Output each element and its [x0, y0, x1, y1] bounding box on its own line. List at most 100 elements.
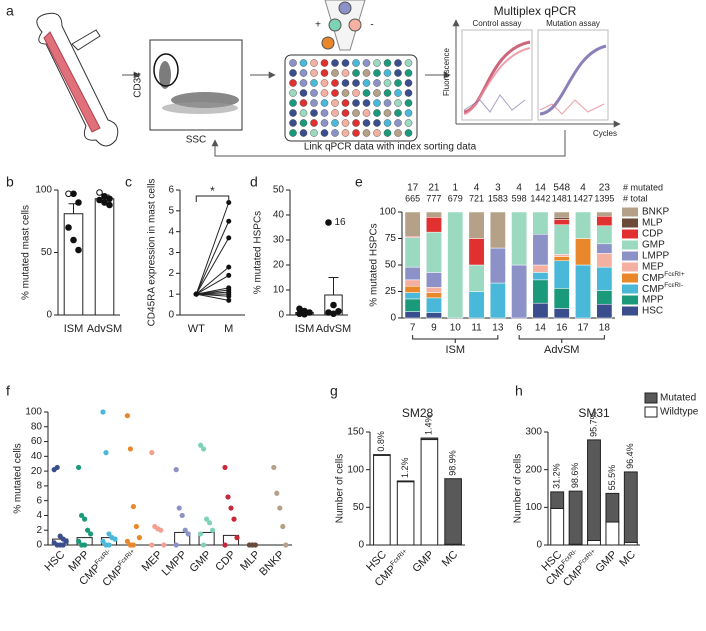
- panel-label: b: [6, 174, 14, 190]
- well: [289, 69, 297, 77]
- point: [76, 464, 82, 471]
- x-tick-label: HSC: [42, 549, 67, 574]
- well: [320, 99, 329, 107]
- segment: [596, 243, 613, 254]
- y-tick-label: 100: [35, 185, 52, 196]
- well: [373, 89, 381, 97]
- x-tick-label: WT: [188, 323, 205, 335]
- total-count: 1427: [573, 193, 593, 203]
- point: [158, 527, 164, 533]
- well: [394, 89, 402, 97]
- segment: [404, 298, 421, 312]
- segment: [623, 471, 638, 543]
- x-tick-label: CDP: [213, 549, 238, 574]
- pair-line: [195, 202, 230, 295]
- point: [106, 195, 113, 203]
- minus-label: -: [370, 20, 373, 31]
- well: [331, 129, 339, 137]
- y-tick-label: 6: [36, 495, 42, 506]
- legend-swatch: [622, 240, 638, 250]
- segment: [404, 285, 421, 293]
- noise: [539, 99, 605, 115]
- point: [96, 189, 103, 196]
- point: [130, 542, 136, 548]
- segment: [550, 491, 565, 509]
- well: [331, 59, 339, 67]
- segment: [532, 272, 549, 281]
- point: [231, 516, 237, 522]
- y-tick-label: 10: [273, 285, 285, 296]
- legend-swatch: [622, 229, 638, 239]
- point: [185, 531, 191, 537]
- segment: [426, 312, 442, 319]
- noise: [463, 94, 526, 113]
- well: [341, 79, 350, 87]
- point: [101, 199, 108, 206]
- well: [404, 99, 413, 107]
- point: [193, 291, 199, 297]
- well: [310, 129, 318, 137]
- point: [225, 494, 231, 500]
- x-tick-label: AdvSM: [87, 323, 122, 335]
- legend-label: Mutated: [660, 393, 696, 404]
- segment: [404, 292, 421, 300]
- segment: [426, 211, 442, 218]
- segment: [553, 260, 570, 289]
- point: [182, 527, 188, 533]
- point: [222, 464, 228, 471]
- y-tick-label: 2: [168, 268, 174, 279]
- x-tick-label: AdvSM: [316, 323, 351, 335]
- segment: [553, 308, 570, 319]
- point: [100, 538, 106, 544]
- segment: [596, 266, 613, 291]
- point: [228, 505, 234, 511]
- well: [331, 99, 339, 107]
- segment: [373, 454, 391, 456]
- superscript: FcεRI+: [117, 548, 137, 568]
- well: [331, 109, 339, 117]
- legend-label: MPP: [642, 295, 664, 306]
- mutated-count: 4: [474, 183, 480, 194]
- point: [124, 538, 130, 544]
- well: [299, 69, 308, 77]
- well: [331, 79, 339, 87]
- y-tick-label: 1: [168, 289, 174, 300]
- segment: [511, 264, 528, 319]
- mutation-label: Mutation assay: [546, 19, 600, 28]
- y-tick-label: 40: [273, 210, 285, 221]
- mutated-count: 3: [495, 183, 501, 194]
- well: [320, 89, 329, 97]
- well: [289, 79, 297, 87]
- y-tick-label: 50: [41, 247, 53, 258]
- point: [100, 409, 106, 415]
- segment: [426, 217, 442, 233]
- well: [404, 89, 413, 97]
- point: [173, 542, 179, 548]
- panel-label: c: [125, 174, 132, 190]
- point: [198, 442, 204, 448]
- x-tick-label: GMP: [593, 549, 619, 575]
- point: [133, 523, 139, 530]
- well: [331, 89, 339, 97]
- point: [280, 523, 286, 530]
- well: [383, 89, 392, 97]
- point: [136, 535, 142, 541]
- segment: [426, 272, 442, 288]
- well: [373, 119, 381, 127]
- segment: [468, 291, 485, 319]
- point: [130, 503, 136, 510]
- panel-label: f: [6, 383, 10, 399]
- x-tick-label: MC: [617, 549, 638, 570]
- cell: [321, 36, 335, 50]
- legend-label: MLP: [642, 218, 663, 229]
- well: [289, 129, 297, 137]
- segment: [575, 264, 591, 319]
- segment: [550, 507, 565, 546]
- well: [352, 119, 360, 127]
- well: [352, 69, 360, 77]
- segment: [426, 297, 442, 313]
- point: [65, 224, 72, 231]
- legend-label: LMPP: [642, 251, 670, 262]
- fluorescence-label: Fluorescence: [442, 47, 451, 96]
- point: [226, 218, 232, 224]
